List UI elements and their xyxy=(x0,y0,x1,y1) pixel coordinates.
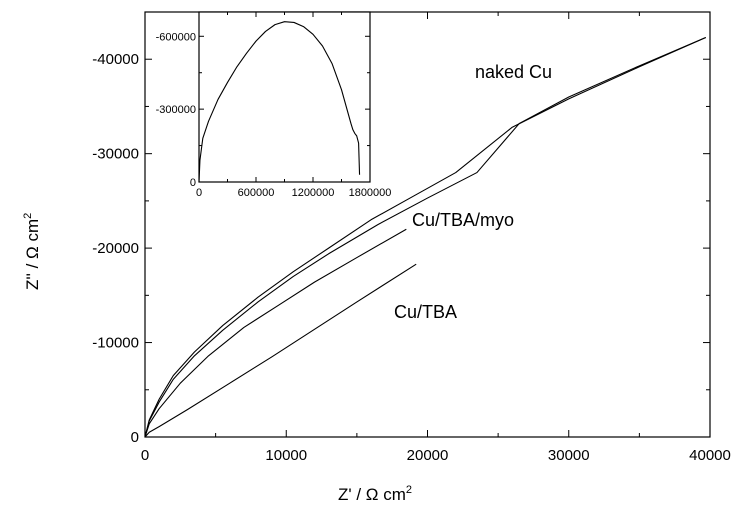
inset-x-tick-label: 1800000 xyxy=(349,187,392,199)
main-curves xyxy=(144,36,706,438)
x-tick-label: 30000 xyxy=(548,447,590,464)
series-line-3 xyxy=(144,263,417,438)
y-axis-label-text: Z'' / Ω cm xyxy=(23,219,42,290)
x-axis-label-text: Z' / Ω cm xyxy=(338,485,406,504)
inset-tick-labels: 0 600000 1200000 1800000 0 -300000 -600000 xyxy=(156,31,392,199)
y-axis-label: Z'' / Ω cm2 xyxy=(22,213,42,290)
main-tick-labels: 0 10000 20000 30000 40000 0 -10000 -20000 -30000… xyxy=(92,51,731,464)
inset-y-tick-label: -600000 xyxy=(156,31,196,43)
x-tick-label: 10000 xyxy=(265,447,307,464)
x-tick-label: 20000 xyxy=(407,447,449,464)
inset-x-tick-label: 600000 xyxy=(238,187,275,199)
x-axis-label: Z' / Ω cm2 xyxy=(338,484,412,504)
series-line-0 xyxy=(144,36,706,438)
x-tick-label: 40000 xyxy=(689,447,731,464)
y-tick-label: -10000 xyxy=(92,335,139,352)
annotation-naked-cu: naked Cu xyxy=(475,62,552,82)
series-line-1 xyxy=(144,36,706,438)
annotation-cu-tba: Cu/TBA xyxy=(394,302,457,322)
y-tick-label: -20000 xyxy=(92,240,139,257)
inset-axis-ticks xyxy=(198,12,371,183)
annotation-cu-tba-myo: Cu/TBA/myo xyxy=(412,210,514,230)
inset-x-tick-label: 0 xyxy=(196,187,202,199)
inset-y-tick-label: 0 xyxy=(190,177,196,189)
y-axis-label-sup: 2 xyxy=(22,213,34,219)
inset-curves xyxy=(198,21,361,183)
y-tick-label: 0 xyxy=(131,429,139,446)
inset-y-tick-label: -300000 xyxy=(156,104,196,116)
y-tick-label: -40000 xyxy=(92,51,139,68)
inset-series-line-0 xyxy=(198,21,361,183)
inset-x-tick-label: 1200000 xyxy=(292,187,335,199)
x-tick-label: 0 xyxy=(141,447,149,464)
x-axis-label-sup: 2 xyxy=(406,484,412,496)
series-line-2 xyxy=(144,228,407,438)
y-tick-label: -30000 xyxy=(92,146,139,163)
inset-plot-frame xyxy=(198,11,371,183)
